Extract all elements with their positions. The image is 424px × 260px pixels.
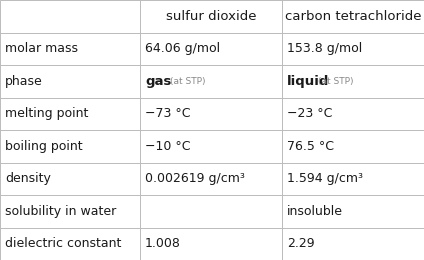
Text: gas: gas — [145, 75, 171, 88]
Text: 76.5 °C: 76.5 °C — [287, 140, 334, 153]
Text: liquid: liquid — [287, 75, 329, 88]
Text: dielectric constant: dielectric constant — [5, 237, 121, 250]
Text: 0.002619 g/cm³: 0.002619 g/cm³ — [145, 172, 245, 185]
Text: −23 °C: −23 °C — [287, 107, 332, 120]
Text: (at STP): (at STP) — [170, 77, 205, 86]
Text: −10 °C: −10 °C — [145, 140, 190, 153]
Text: molar mass: molar mass — [5, 42, 78, 55]
Text: (at STP): (at STP) — [318, 77, 354, 86]
Text: 153.8 g/mol: 153.8 g/mol — [287, 42, 362, 55]
Text: 1.594 g/cm³: 1.594 g/cm³ — [287, 172, 363, 185]
Text: 1.008: 1.008 — [145, 237, 181, 250]
Text: density: density — [5, 172, 51, 185]
Text: solubility in water: solubility in water — [5, 205, 116, 218]
Text: −73 °C: −73 °C — [145, 107, 190, 120]
Text: 64.06 g/mol: 64.06 g/mol — [145, 42, 220, 55]
Text: carbon tetrachloride: carbon tetrachloride — [285, 10, 421, 23]
Text: insoluble: insoluble — [287, 205, 343, 218]
Text: sulfur dioxide: sulfur dioxide — [166, 10, 256, 23]
Text: 2.29: 2.29 — [287, 237, 315, 250]
Text: boiling point: boiling point — [5, 140, 83, 153]
Text: melting point: melting point — [5, 107, 89, 120]
Text: phase: phase — [5, 75, 43, 88]
